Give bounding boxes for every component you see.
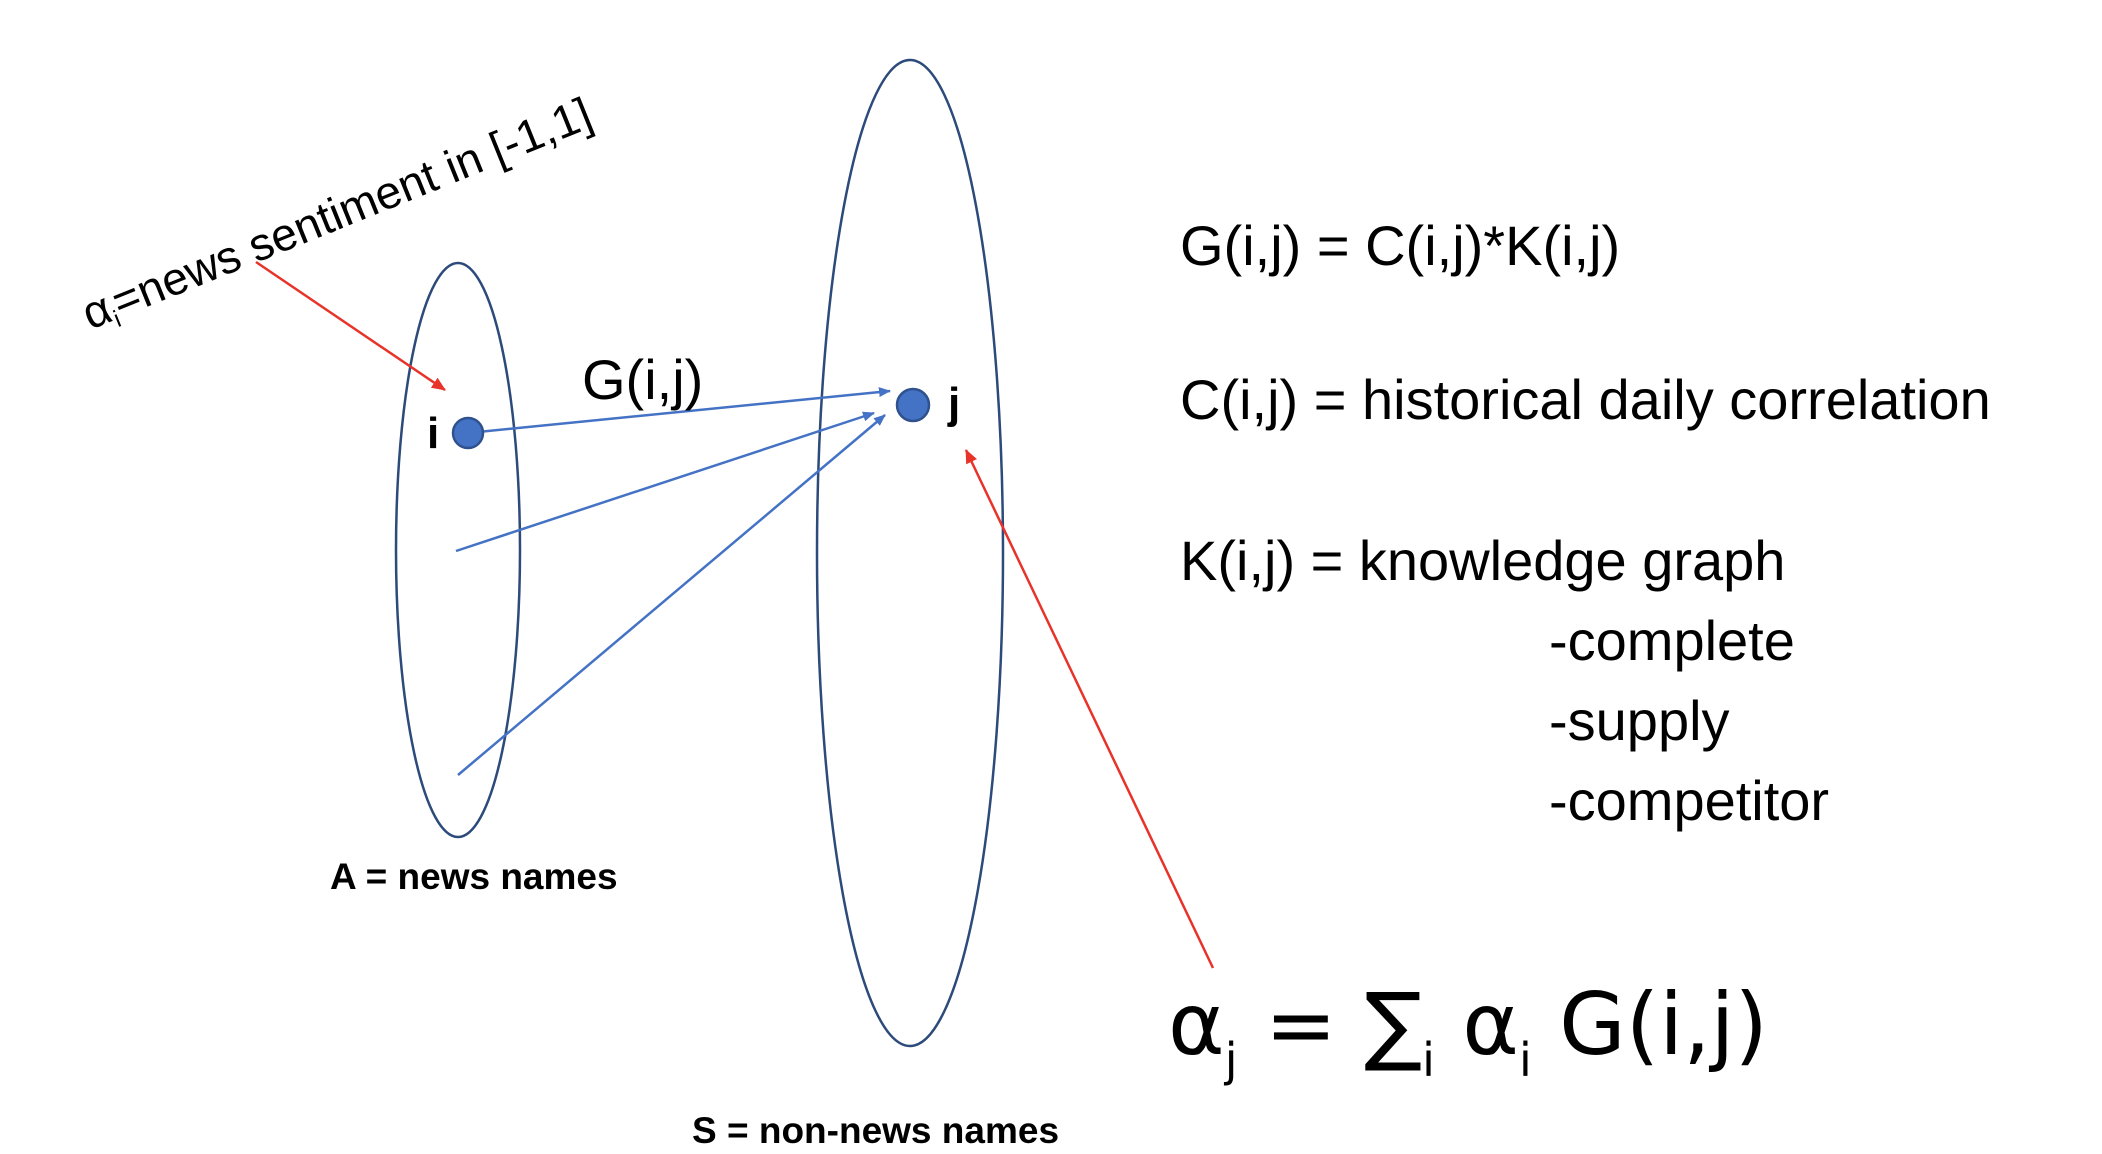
node-j-label: j (948, 379, 961, 428)
formula-rest: G(i,j) (1531, 975, 1768, 1075)
formula-lhs-subscript: j (1224, 1033, 1238, 1087)
k-type-complete: -complete (1549, 609, 1795, 672)
k-type-competitor: -competitor (1549, 769, 1830, 832)
k-type-supply: -supply (1549, 689, 1730, 752)
edge-bottom-to-j (457, 414, 886, 776)
c-definition: C(i,j) = historical daily correlation (1180, 368, 1991, 431)
set-s-label: S = non-news names (692, 1110, 1060, 1151)
edge-middle-to-j (455, 411, 875, 553)
node-j (895, 387, 931, 423)
g-definition: G(i,j) = C(i,j)*K(i,j) (1180, 214, 1621, 277)
sentiment-pointer-arrow (255, 260, 446, 392)
formula-lhs-alpha: α (1168, 975, 1225, 1075)
node-i-label: i (427, 409, 440, 458)
k-definition: K(i,j) = knowledge graph (1180, 529, 1786, 592)
node-i (451, 416, 485, 450)
set-a-label: A = news names (330, 856, 618, 897)
formula-pointer-arrow (964, 449, 1215, 969)
set-a-ellipse (394, 261, 522, 839)
set-s-ellipse (815, 58, 1005, 1048)
formula-sum-subscript: i (1422, 1033, 1435, 1087)
formula-equals: = (1237, 975, 1365, 1075)
formula-alpha-subscript: i (1519, 1033, 1532, 1087)
formula-sum-symbol: ∑ (1364, 975, 1423, 1075)
formula-alpha: α (1462, 975, 1519, 1075)
edge-i-to-j (477, 387, 891, 434)
propagation-formula: αj = ∑i αi G(i,j) (1168, 982, 1768, 1083)
formula-space (1435, 975, 1462, 1075)
edge-label-g: G(i,j) (582, 348, 704, 411)
